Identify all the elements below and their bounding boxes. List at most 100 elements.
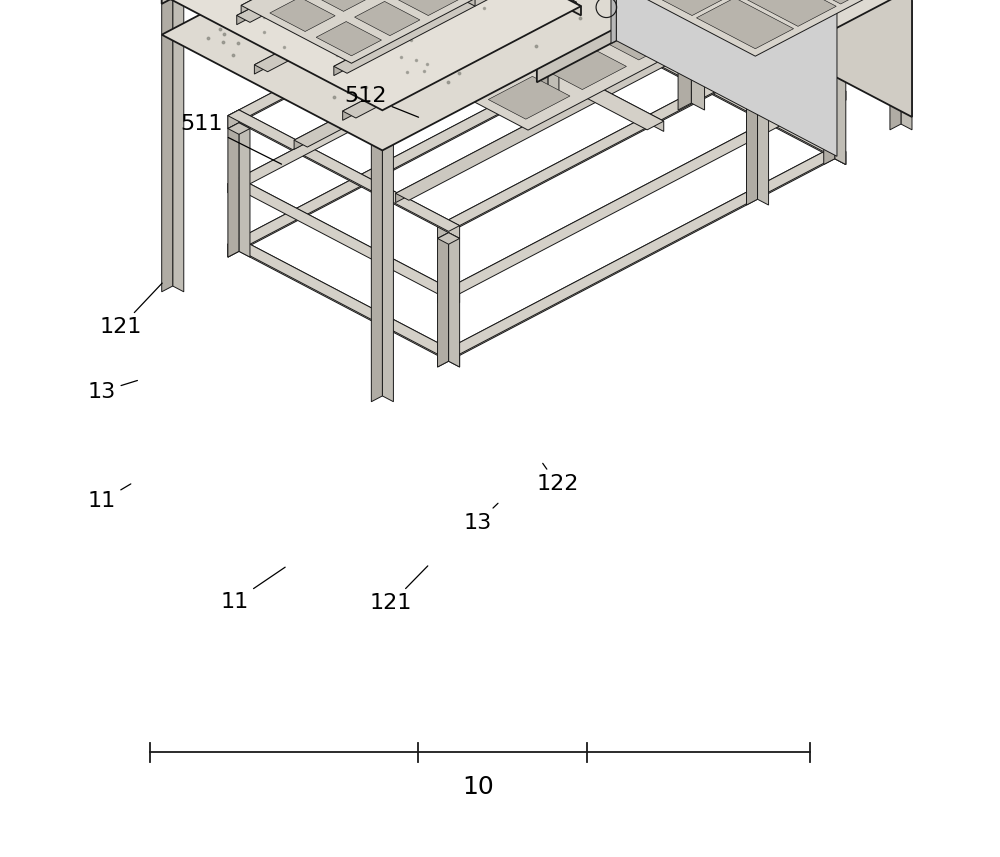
Text: 13: 13 bbox=[87, 381, 137, 402]
Polygon shape bbox=[173, 0, 184, 291]
Polygon shape bbox=[548, 0, 559, 95]
Polygon shape bbox=[835, 17, 846, 36]
Polygon shape bbox=[443, 5, 664, 131]
Polygon shape bbox=[371, 87, 393, 99]
Polygon shape bbox=[438, 86, 835, 303]
Polygon shape bbox=[691, 0, 912, 117]
Polygon shape bbox=[371, 87, 382, 402]
Polygon shape bbox=[228, 178, 460, 300]
Polygon shape bbox=[614, 0, 846, 29]
Polygon shape bbox=[228, 0, 625, 193]
Polygon shape bbox=[396, 0, 766, 202]
Polygon shape bbox=[438, 50, 519, 93]
Polygon shape bbox=[228, 36, 636, 250]
Polygon shape bbox=[294, 0, 665, 149]
Polygon shape bbox=[625, 0, 846, 36]
Text: 512: 512 bbox=[344, 86, 419, 117]
Polygon shape bbox=[343, 0, 563, 120]
Polygon shape bbox=[824, 30, 835, 165]
Polygon shape bbox=[625, 0, 636, 55]
Polygon shape bbox=[901, 0, 912, 130]
Polygon shape bbox=[162, 0, 581, 111]
Polygon shape bbox=[228, 110, 460, 231]
Polygon shape bbox=[360, 0, 581, 15]
Polygon shape bbox=[239, 238, 460, 367]
Polygon shape bbox=[334, 0, 524, 74]
Polygon shape bbox=[382, 87, 393, 402]
Polygon shape bbox=[427, 5, 664, 130]
Polygon shape bbox=[343, 0, 577, 118]
Polygon shape bbox=[438, 146, 846, 360]
Polygon shape bbox=[746, 71, 758, 205]
Polygon shape bbox=[270, 0, 335, 32]
Polygon shape bbox=[413, 0, 656, 78]
Polygon shape bbox=[545, 47, 626, 89]
Polygon shape bbox=[678, 0, 691, 110]
Polygon shape bbox=[239, 123, 250, 257]
Text: 121: 121 bbox=[370, 566, 428, 614]
Polygon shape bbox=[228, 0, 636, 189]
Polygon shape bbox=[633, 0, 730, 15]
Polygon shape bbox=[625, 0, 846, 100]
Text: 121: 121 bbox=[99, 283, 162, 338]
Polygon shape bbox=[396, 0, 780, 201]
Polygon shape bbox=[241, 0, 365, 13]
Text: 13: 13 bbox=[464, 503, 498, 533]
Polygon shape bbox=[239, 110, 460, 238]
Text: 511: 511 bbox=[181, 114, 282, 165]
Polygon shape bbox=[680, 0, 691, 20]
Polygon shape bbox=[162, 0, 360, 4]
Polygon shape bbox=[890, 0, 901, 130]
Polygon shape bbox=[228, 123, 250, 135]
Polygon shape bbox=[601, 17, 683, 60]
Polygon shape bbox=[254, 0, 488, 72]
Polygon shape bbox=[241, 0, 475, 63]
Polygon shape bbox=[237, 0, 427, 22]
Polygon shape bbox=[228, 178, 239, 193]
Text: 122: 122 bbox=[536, 464, 579, 494]
Polygon shape bbox=[355, 2, 420, 36]
Polygon shape bbox=[782, 0, 879, 4]
Polygon shape bbox=[438, 17, 835, 238]
Polygon shape bbox=[427, 5, 443, 25]
Polygon shape bbox=[890, 0, 912, 7]
Polygon shape bbox=[691, 0, 705, 110]
Polygon shape bbox=[563, 0, 577, 12]
Text: 11: 11 bbox=[87, 484, 131, 512]
Polygon shape bbox=[611, 0, 616, 44]
Polygon shape bbox=[552, 0, 897, 57]
Polygon shape bbox=[488, 76, 570, 119]
Polygon shape bbox=[334, 0, 510, 75]
Polygon shape bbox=[228, 123, 239, 257]
Polygon shape bbox=[393, 0, 458, 15]
Polygon shape bbox=[438, 146, 835, 367]
Polygon shape bbox=[625, 36, 636, 55]
Polygon shape bbox=[228, 110, 239, 129]
Polygon shape bbox=[746, 71, 769, 82]
Polygon shape bbox=[438, 232, 460, 244]
Polygon shape bbox=[656, 0, 771, 10]
Polygon shape bbox=[537, 0, 912, 69]
Polygon shape bbox=[824, 30, 846, 42]
Polygon shape bbox=[438, 232, 449, 367]
Polygon shape bbox=[625, 36, 846, 165]
Polygon shape bbox=[766, 0, 780, 15]
Polygon shape bbox=[607, 0, 689, 3]
Polygon shape bbox=[484, 0, 497, 2]
Polygon shape bbox=[239, 178, 460, 303]
Polygon shape bbox=[616, 0, 837, 156]
Text: 11: 11 bbox=[220, 567, 285, 612]
Polygon shape bbox=[228, 0, 636, 122]
Polygon shape bbox=[614, 0, 625, 55]
Polygon shape bbox=[835, 30, 846, 165]
Polygon shape bbox=[835, 146, 846, 165]
Polygon shape bbox=[228, 238, 239, 257]
Polygon shape bbox=[316, 21, 381, 56]
Polygon shape bbox=[162, 0, 173, 291]
Polygon shape bbox=[413, 0, 771, 130]
Polygon shape bbox=[308, 0, 374, 11]
Polygon shape bbox=[228, 0, 625, 129]
Polygon shape bbox=[758, 71, 769, 205]
Polygon shape bbox=[471, 0, 484, 2]
Polygon shape bbox=[438, 86, 846, 300]
